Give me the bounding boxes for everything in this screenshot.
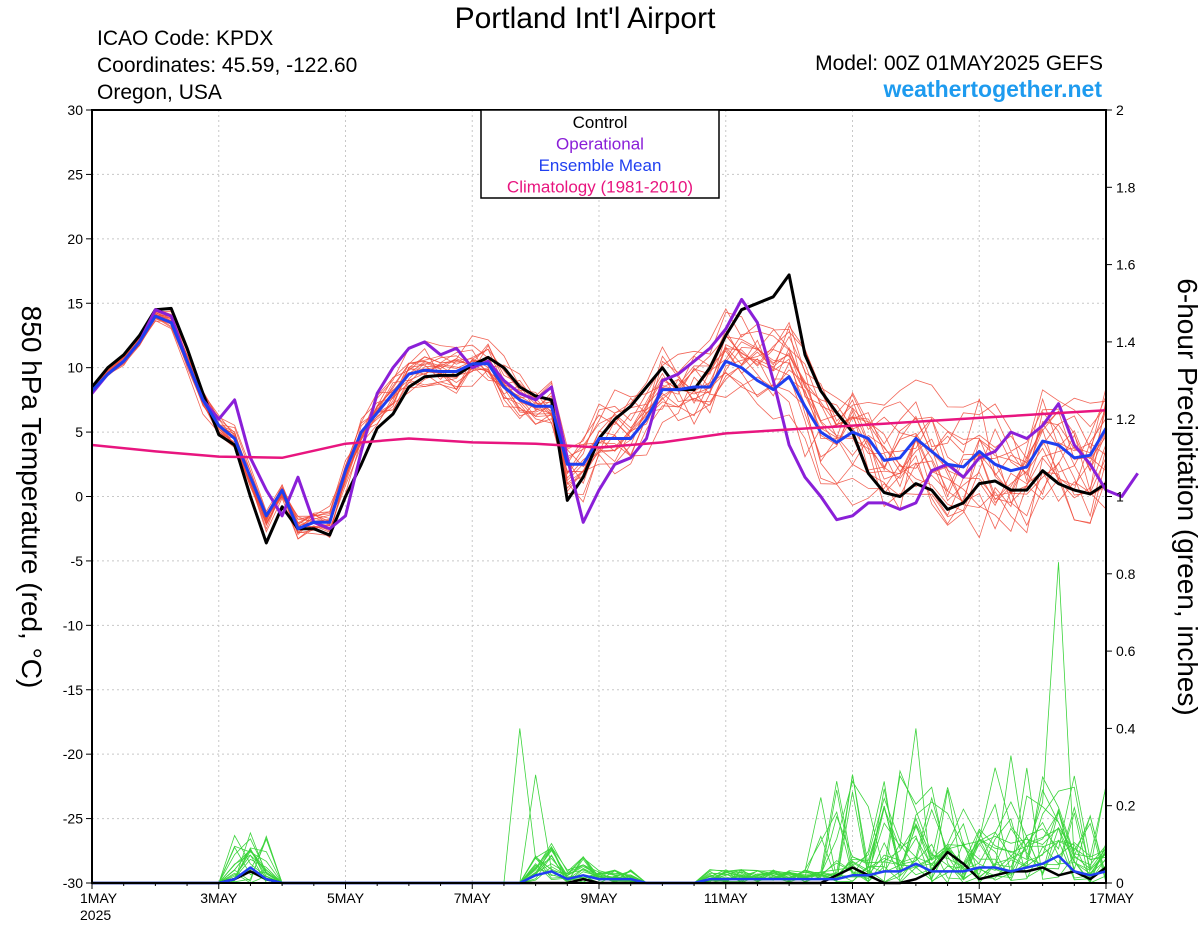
right-tick-label: 0.6 bbox=[1116, 643, 1136, 659]
left-tick-label: 5 bbox=[75, 424, 83, 440]
precip-member-line bbox=[92, 774, 1107, 884]
left-tick-label: 10 bbox=[67, 360, 83, 376]
x-tick-label: 13MAY bbox=[830, 890, 876, 906]
right-tick-label: 1.4 bbox=[1116, 334, 1136, 350]
main-series bbox=[90, 273, 1139, 885]
left-tick-label: -15 bbox=[63, 682, 83, 698]
right-axis-title: 6-hour Precipitation (green, inches) bbox=[1172, 278, 1200, 715]
right-tick-label: 1.6 bbox=[1116, 257, 1136, 273]
right-tick-label: 0.8 bbox=[1116, 566, 1136, 582]
left-tick-label: -30 bbox=[63, 875, 83, 891]
operational-line bbox=[90, 297, 1139, 531]
left-tick-label: -5 bbox=[71, 553, 84, 569]
climatology-1981-2010--line bbox=[91, 408, 1107, 460]
x-tick-label: 5MAY bbox=[327, 890, 365, 906]
temp-member-line bbox=[91, 311, 1107, 533]
right-tick-label: 0.4 bbox=[1116, 720, 1136, 736]
precip-member-line bbox=[92, 755, 1107, 884]
precip-member-line bbox=[92, 767, 1107, 884]
right-tick-label: 1.2 bbox=[1116, 411, 1136, 427]
precip-member-line bbox=[92, 728, 1107, 884]
right-tick-label: 1.8 bbox=[1116, 179, 1136, 195]
left-tick-label: 0 bbox=[75, 489, 83, 505]
grid-lines bbox=[92, 110, 1106, 883]
ensemble-members bbox=[91, 307, 1107, 540]
ensemble-mean-precip-line bbox=[92, 854, 1107, 885]
icao-code: ICAO Code: KPDX bbox=[97, 27, 274, 50]
model-run: Model: 00Z 01MAY2025 GEFS bbox=[815, 52, 1103, 75]
x-tick-sublabel: 2025 bbox=[80, 907, 111, 923]
right-tick-label: 0.2 bbox=[1116, 798, 1136, 814]
left-tick-label: 25 bbox=[67, 166, 83, 182]
x-tick-label: 11MAY bbox=[704, 890, 748, 906]
right-tick-label: 1 bbox=[1116, 489, 1124, 505]
left-tick-label: 20 bbox=[67, 231, 83, 247]
precip-member-line bbox=[92, 775, 1107, 884]
left-tick-label: 15 bbox=[67, 295, 83, 311]
legend-item-ensemble-mean: Ensemble Mean bbox=[539, 156, 662, 175]
ensemble-mean-line bbox=[90, 314, 1108, 531]
left-axis-title: 850 hPa Temperature (red, °C) bbox=[16, 306, 47, 689]
temp-member-line bbox=[91, 313, 1107, 532]
legend: Control Operational Ensemble Mean Climatolo… bbox=[480, 109, 720, 199]
temp-member-line bbox=[91, 312, 1107, 526]
temp-member-line bbox=[91, 310, 1107, 535]
x-tick-label: 9MAY bbox=[580, 890, 618, 906]
legend-item-control: Control bbox=[573, 113, 628, 132]
left-tick-label: -20 bbox=[63, 746, 83, 762]
legend-item-operational: Operational bbox=[556, 135, 644, 154]
right-tick-label: 0 bbox=[1116, 875, 1124, 891]
x-tick-label: 15MAY bbox=[957, 890, 1003, 906]
x-tick-label: 17MAY bbox=[1089, 890, 1135, 906]
temp-member-line bbox=[91, 316, 1107, 531]
x-tick-label: 3MAY bbox=[200, 890, 238, 906]
coordinates: Coordinates: 45.59, -122.60 bbox=[97, 54, 358, 77]
temp-member-line bbox=[91, 315, 1107, 532]
precip-member-line bbox=[92, 808, 1107, 884]
site-link[interactable]: weathertogether.net bbox=[883, 76, 1102, 102]
x-tick-label: 1MAY bbox=[80, 890, 118, 906]
legend-item-climatology-1981-2010: Climatology (1981-2010) bbox=[507, 178, 693, 197]
region: Oregon, USA bbox=[97, 81, 222, 104]
left-tick-label: -10 bbox=[63, 617, 83, 633]
left-tick-label: -25 bbox=[63, 811, 83, 827]
legend-box bbox=[480, 109, 720, 199]
right-tick-label: 2 bbox=[1116, 102, 1124, 118]
left-tick-label: 30 bbox=[67, 102, 83, 118]
chart-title: Portland Int'l Airport bbox=[454, 2, 716, 35]
x-tick-label: 7MAY bbox=[454, 890, 492, 906]
